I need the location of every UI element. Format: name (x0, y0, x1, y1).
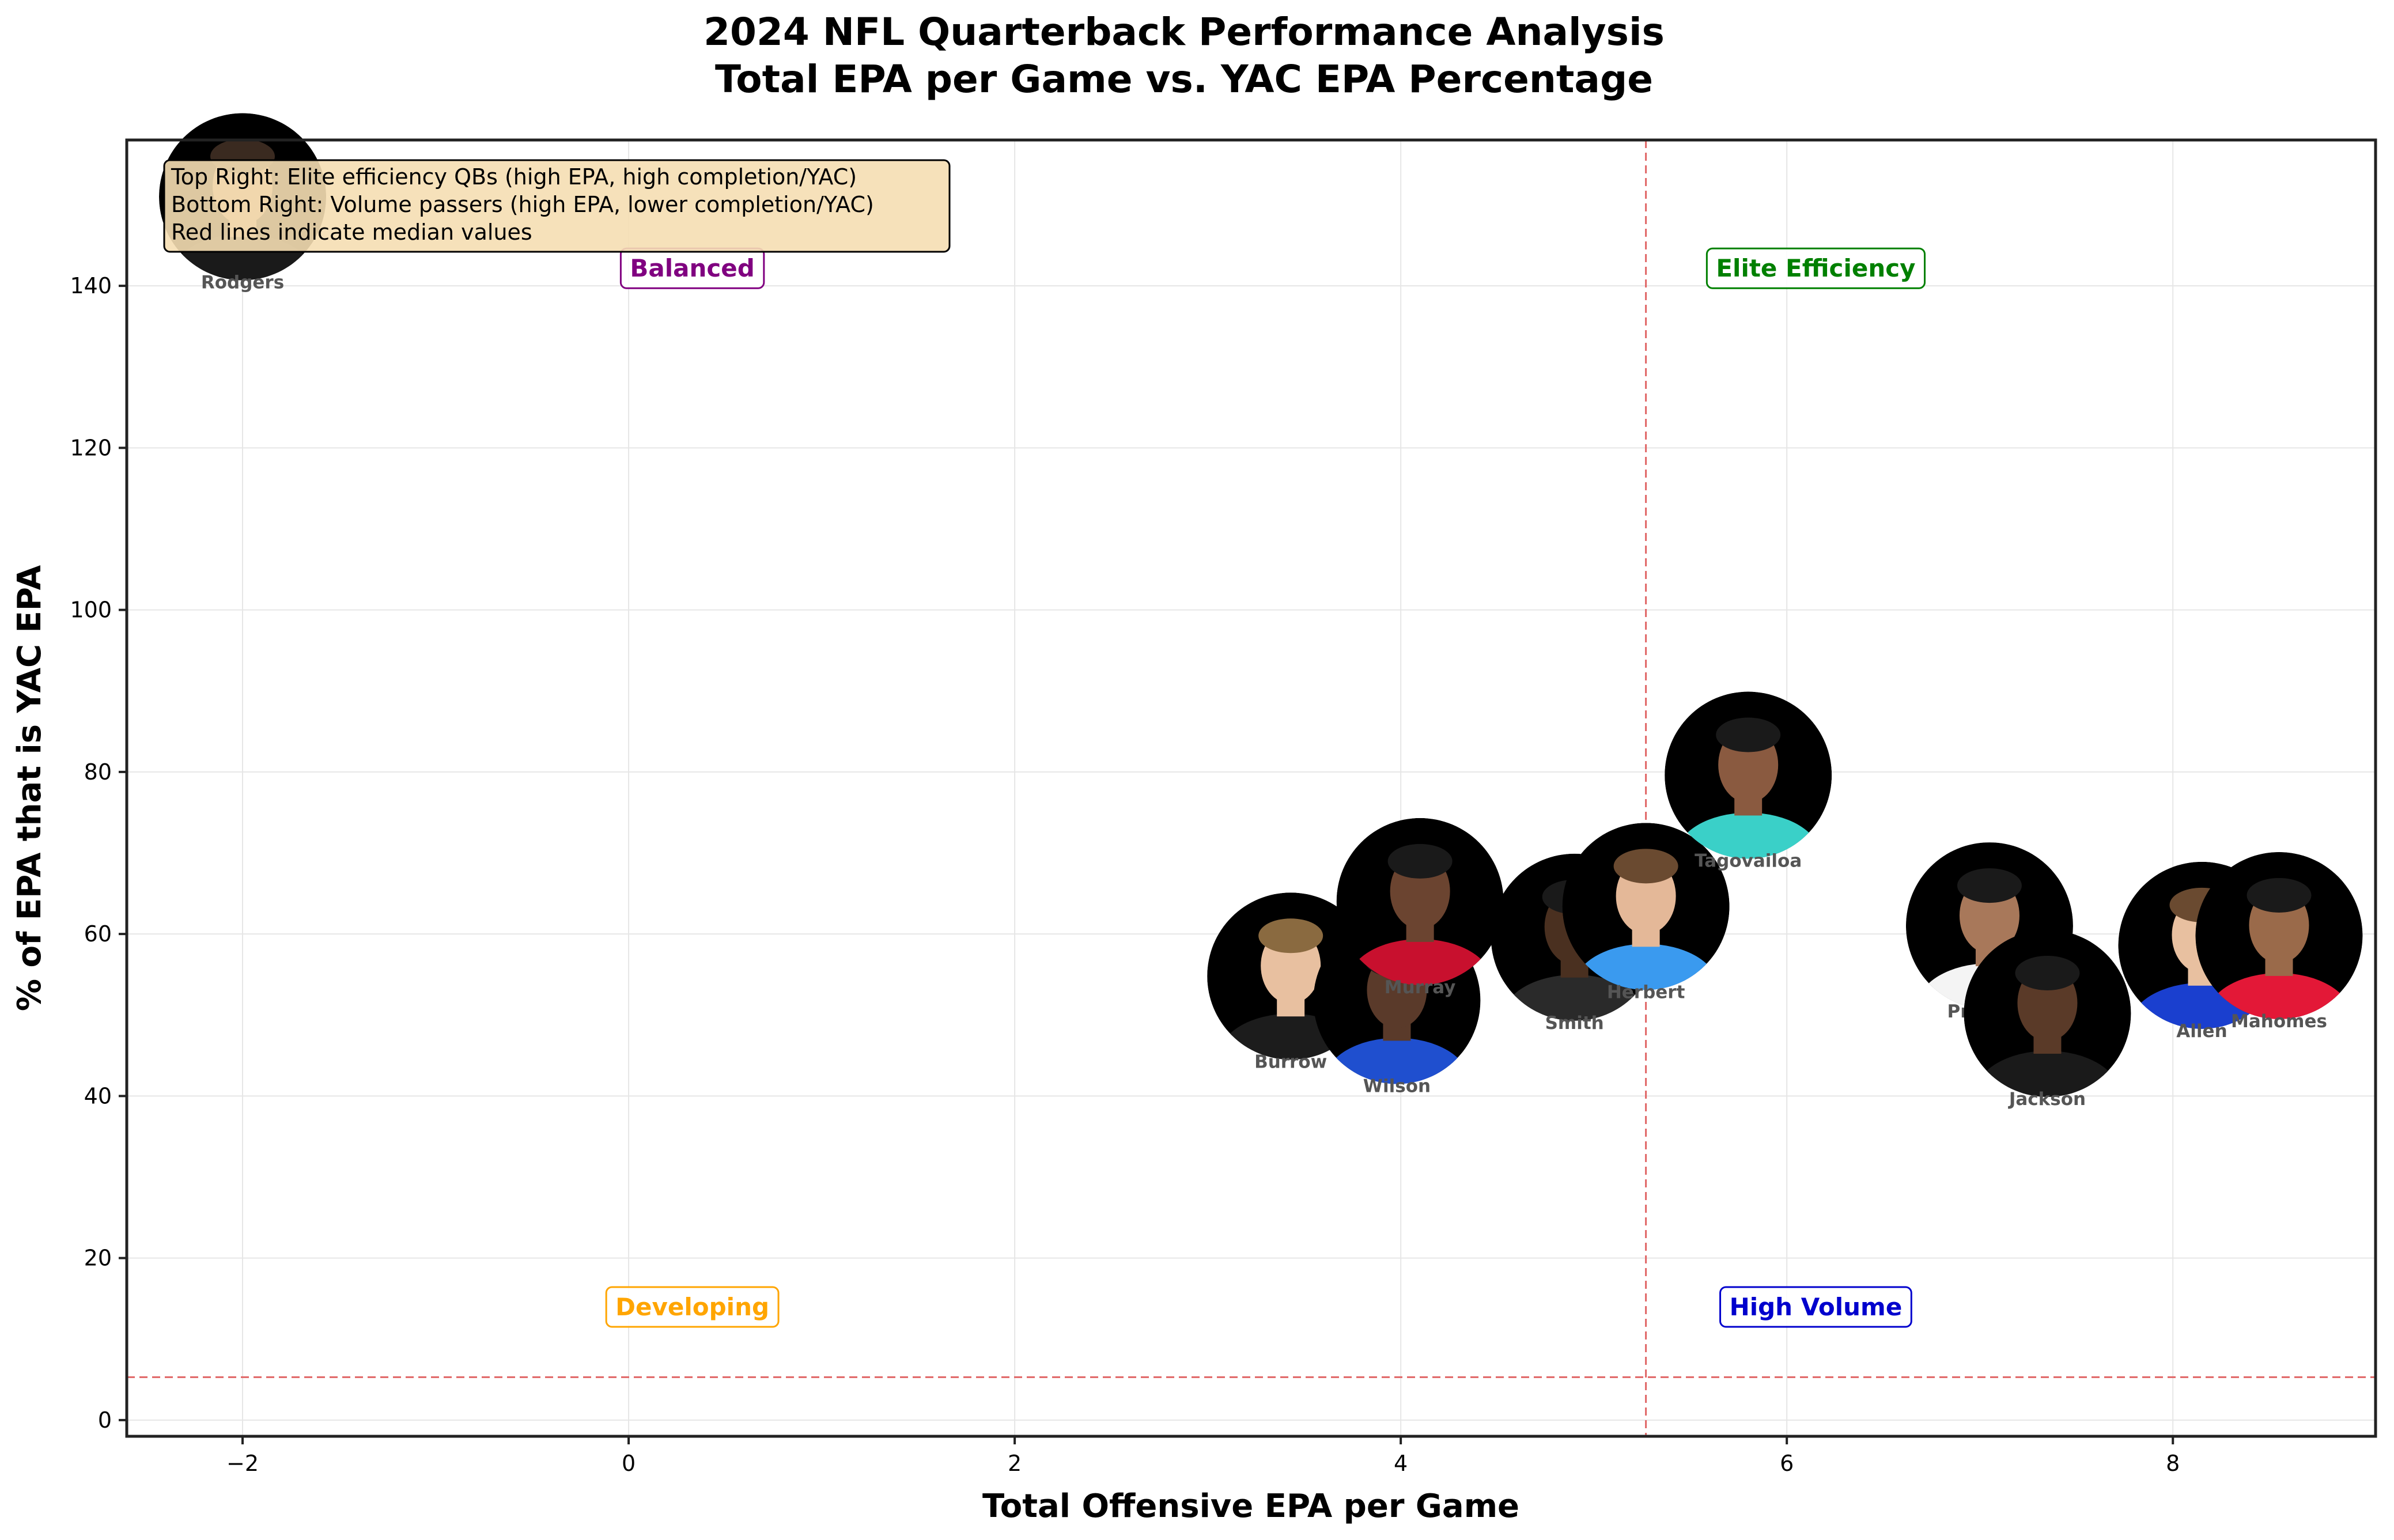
qb-name-label: Jackson (2008, 1089, 2086, 1110)
qb-name-label: Rodgers (201, 272, 284, 293)
quadrant-label-text: High Volume (1730, 1293, 1903, 1321)
quadrant-label: Elite Efficiency (1705, 247, 1926, 289)
quadrant-label-box (1719, 1286, 1912, 1328)
x-tick-label: 2 (1008, 1451, 1022, 1476)
qb-headshot (1665, 691, 1832, 859)
qb-point-herbert: Herbert (1562, 823, 1730, 1002)
quadrant-label-text: Elite Efficiency (1716, 254, 1915, 282)
quadrant-label: Balanced (619, 247, 765, 289)
chart-title-line-2: Total EPA per Game vs. YAC EPA Percentag… (715, 57, 1653, 101)
qb-headshot (1562, 823, 1730, 990)
qb-name-label: Mahomes (2231, 1011, 2327, 1032)
quadrant-labels: Balanced Elite Efficiency Developing High V… (605, 247, 1926, 1328)
y-tick-label: 140 (70, 273, 112, 298)
y-tick-label: 0 (98, 1407, 112, 1433)
x-tick-label: 8 (2166, 1451, 2180, 1476)
annotation-line-2: Bottom Right: Volume passers (high EPA, … (171, 192, 874, 217)
qb-headshot (2195, 852, 2363, 1019)
x-tick-label: 0 (622, 1451, 636, 1476)
annotation-line-3: Red lines indicate median values (171, 220, 532, 245)
y-tick-label: 20 (84, 1246, 112, 1271)
median-lines (127, 140, 2376, 1436)
annotation-box: Top Right: Elite efficiency QBs (high EP… (163, 159, 951, 253)
quadrant-label: Developing (605, 1286, 780, 1328)
qb-name-label: Burrow (1254, 1051, 1327, 1072)
qb-point-mahomes: Mahomes (2195, 852, 2363, 1032)
y-axis-label: % of EPA that is YAC EPA (11, 565, 48, 1011)
quadrant-label-box (605, 1286, 780, 1328)
y-tick-label: 120 (70, 435, 112, 460)
qb-name-label: Herbert (1607, 982, 1685, 1002)
qb-name-label: Smith (1545, 1013, 1604, 1034)
qb-name-label: Allen (2176, 1021, 2227, 1042)
quadrant-label-text: Developing (615, 1293, 769, 1321)
plot-frame (125, 138, 2377, 1438)
y-tick-label: 40 (84, 1083, 112, 1108)
quadrant-label-box (1705, 247, 1926, 289)
x-tick-label: −2 (226, 1451, 259, 1476)
qb-name-label: Tagovailoa (1695, 851, 1802, 872)
qb-name-label: Murray (1385, 977, 1456, 998)
x-tick-label: 4 (1394, 1451, 1408, 1476)
qb-headshot (1964, 929, 2131, 1097)
x-axis: −2 0 2 4 6 8 (226, 1436, 2180, 1476)
qb-name-label: Wilson (1363, 1076, 1431, 1096)
qb-point-murray: Murray (1336, 818, 1504, 998)
y-tick-label: 80 (84, 759, 112, 785)
x-tick-label: 6 (1780, 1451, 1794, 1476)
chart-title-line-1: 2024 NFL Quarterback Performance Analysi… (704, 10, 1665, 54)
annotation-line-1: Top Right: Elite efficiency QBs (high EP… (171, 164, 857, 190)
x-axis-label: Total Offensive EPA per Game (982, 1488, 1519, 1525)
y-axis: 0 20 40 60 80 100 120 140 (70, 273, 127, 1433)
y-tick-label: 100 (70, 597, 112, 623)
quadrant-label: High Volume (1719, 1286, 1912, 1328)
qb-headshot (1336, 818, 1504, 985)
qb-point-jackson: Jackson (1964, 929, 2131, 1110)
quadrant-label-text: Balanced (630, 254, 754, 282)
y-tick-label: 60 (84, 921, 112, 947)
qb-point-tagovailoa: Tagovailoa (1665, 691, 1832, 872)
